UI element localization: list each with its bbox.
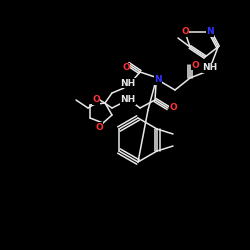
Text: NH: NH (120, 78, 136, 88)
Text: O: O (169, 104, 177, 112)
Text: NH: NH (120, 96, 136, 104)
Text: N: N (206, 28, 214, 36)
Text: O: O (181, 28, 189, 36)
Text: N: N (154, 76, 162, 84)
Text: O: O (122, 64, 130, 72)
Text: O: O (191, 60, 199, 70)
Text: NH: NH (202, 64, 218, 72)
Text: O: O (92, 96, 100, 104)
Text: O: O (95, 122, 103, 132)
